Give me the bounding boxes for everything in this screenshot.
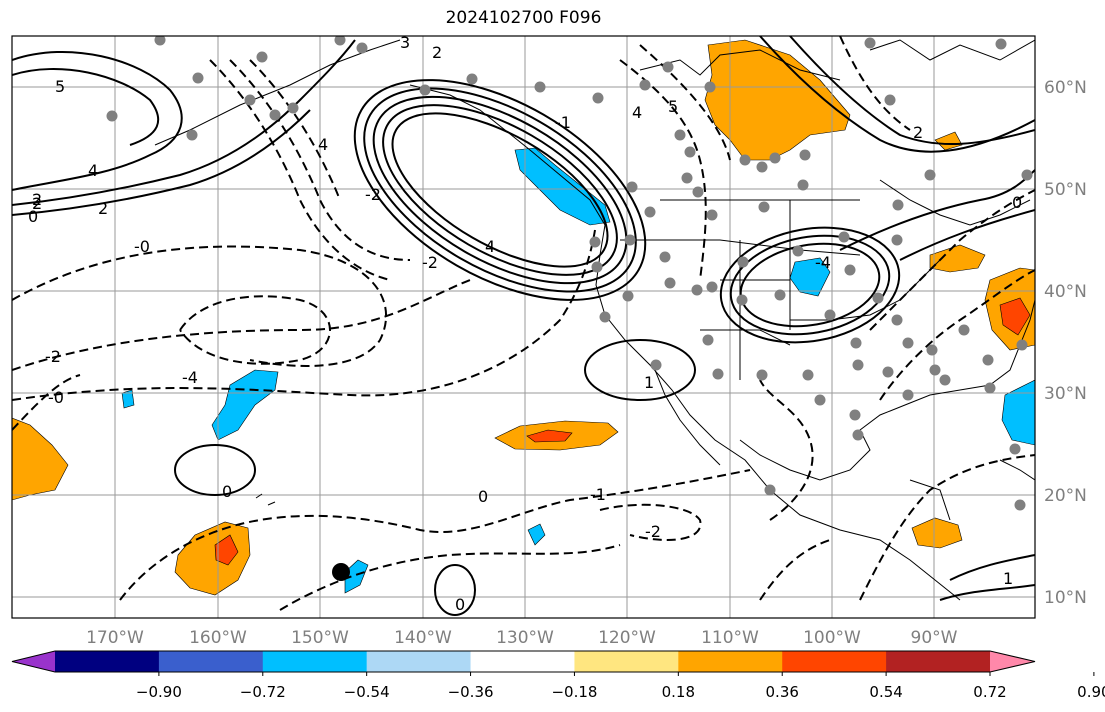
colorbar-swatch [678, 651, 783, 672]
colorbar-tick-label: −0.18 [551, 683, 597, 701]
colorbar-tick-label: 0.18 [662, 683, 695, 701]
colorbar-tick-label: −0.72 [240, 683, 286, 701]
colorbar-swatch [574, 651, 679, 672]
colorbar-swatch [55, 651, 160, 672]
black-point-marker [332, 563, 350, 581]
lat-tick-label: 10°N [1044, 588, 1087, 608]
contour-label: 1 [1003, 569, 1013, 588]
contour-label: -4 [815, 253, 831, 272]
colorbar-swatch [158, 651, 264, 672]
contour-label: 0 [28, 207, 38, 226]
contour-label: 5 [55, 77, 65, 96]
contour-label: -1 [555, 113, 571, 132]
contour-label: 4 [88, 161, 98, 180]
colorbar-outline [11, 650, 1036, 673]
contour-label: 3 [400, 33, 410, 52]
lon-tick-label: 120°W [598, 628, 656, 648]
lon-tick-label: 110°W [701, 628, 759, 648]
colorbar-swatch [366, 651, 472, 672]
contour-label: 2 [913, 123, 923, 142]
contour-label: -2 [645, 522, 661, 541]
lon-tick-label: 160°W [189, 628, 247, 648]
colorbar-tick-label: 0.72 [973, 683, 1006, 701]
contour-label: 0 [222, 482, 232, 501]
lon-tick-label: 140°W [394, 628, 452, 648]
colorbar-swatch [470, 651, 575, 672]
contour-label: 0 [455, 595, 465, 614]
contour-label: 2 [98, 199, 108, 218]
contour-label: 1 [644, 373, 654, 392]
colorbar-extend-low [12, 651, 55, 672]
contour-label: 4 [485, 237, 495, 256]
lon-tick-label: 170°W [86, 628, 144, 648]
colorbar-swatch [262, 651, 368, 672]
contour-label: 4 [318, 135, 328, 154]
lat-tick-label: 50°N [1044, 180, 1087, 200]
colorbar-extend-high [990, 651, 1035, 672]
colorbar-tick-label: −0.36 [448, 683, 494, 701]
colorbar-tick-label: 0.36 [766, 683, 799, 701]
colorbar: −0.90 −0.72 −0.54 −0.36 −0.18 0.18 0.36 0.54 0.7… [11, 650, 1105, 701]
colorbar-tick-label: −0.54 [344, 683, 390, 701]
shaded-fields [12, 39, 1035, 596]
map-plot-area: 5 4 2 0 3 2 4 -4 5 4 4 2 0 -1 -2 -4 -2 -… [12, 33, 1035, 618]
contour-label: 2 [32, 190, 42, 209]
contour-label: 4 [632, 103, 642, 122]
contour-label: -2 [45, 347, 61, 366]
lon-tick-label: 90°W [911, 628, 958, 648]
lon-tick-label: 100°W [803, 628, 861, 648]
contour-label: -4 [182, 368, 198, 387]
contour-label: -2 [365, 185, 381, 204]
contour-label: 0 [1012, 193, 1022, 212]
lat-tick-label: 40°N [1044, 282, 1087, 302]
coastlines [154, 39, 1035, 601]
contour-lines [12, 36, 1035, 616]
contour-label: -0 [48, 388, 64, 407]
contour-lines-dashed [12, 36, 1035, 611]
contour-label: -2 [422, 253, 438, 272]
lon-tick-label: 130°W [496, 628, 554, 648]
contour-label: -0 [134, 237, 150, 256]
lat-tick-label: 60°N [1044, 78, 1087, 98]
colorbar-swatch [782, 651, 887, 672]
contour-label-group: 5 4 2 0 3 2 4 -4 5 4 4 2 0 -1 -2 -4 -2 -… [28, 33, 1022, 614]
colorbar-tick-label: 0.90 [1077, 683, 1105, 701]
lat-tick-label: 20°N [1044, 486, 1087, 506]
contour-label: -1 [590, 485, 606, 504]
contour-label: 2 [32, 194, 42, 213]
plot-frame [11, 35, 1036, 619]
colorbar-tick-label: −0.90 [136, 683, 182, 701]
contour-label: 5 [668, 97, 678, 116]
lat-tick-label: 30°N [1044, 384, 1087, 404]
colorbar-tick-label: 0.54 [869, 683, 902, 701]
station-markers [106, 36, 1033, 511]
lat-axis: 60°N 50°N 40°N 30°N 20°N 10°N [1044, 78, 1087, 608]
lon-axis: 170°W 160°W 150°W 140°W 130°W 120°W 110°… [86, 628, 958, 648]
contour-label: 0 [478, 487, 488, 506]
colorbar-swatch [886, 651, 991, 672]
graticule [12, 36, 1035, 618]
map-title: 2024102700 F096 [445, 8, 602, 28]
contour-label: 2 [432, 43, 442, 62]
lon-tick-label: 150°W [291, 628, 349, 648]
